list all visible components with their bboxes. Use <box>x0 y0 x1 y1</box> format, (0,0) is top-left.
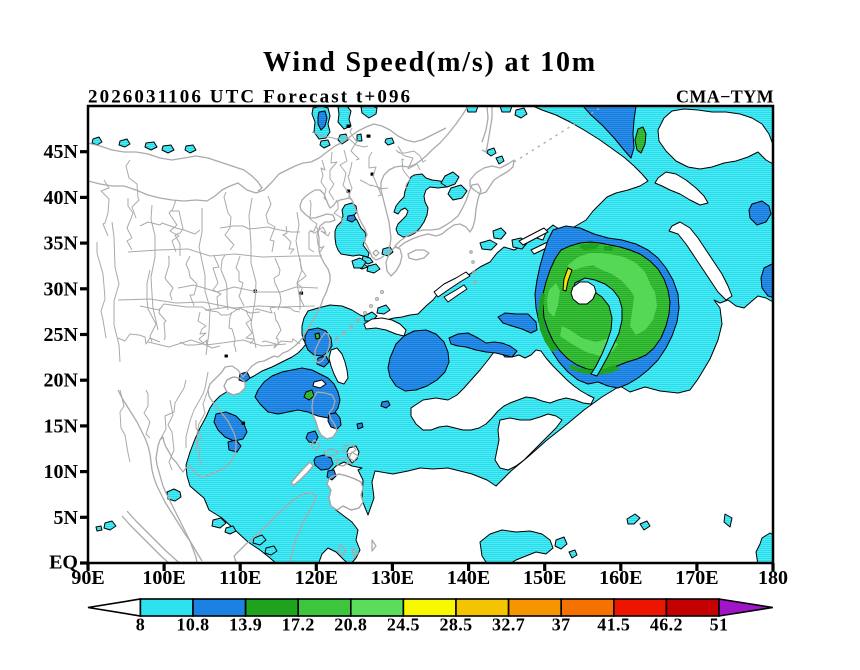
svg-text:24.5: 24.5 <box>387 615 420 635</box>
svg-text:130E: 130E <box>371 567 414 589</box>
svg-text:170E: 170E <box>675 567 718 589</box>
svg-text:35N: 35N <box>44 233 79 255</box>
svg-text:37: 37 <box>552 615 571 635</box>
svg-text:5N: 5N <box>54 507 79 529</box>
svg-text:20N: 20N <box>44 370 79 392</box>
svg-text:100E: 100E <box>142 567 185 589</box>
svg-text:8: 8 <box>136 615 145 635</box>
svg-text:46.2: 46.2 <box>650 615 683 635</box>
svg-text:45N: 45N <box>44 141 79 163</box>
svg-text:32.7: 32.7 <box>492 615 525 635</box>
svg-text:Wind Speed(m/s) at 10m: Wind Speed(m/s) at 10m <box>263 47 597 78</box>
svg-text:40N: 40N <box>44 187 79 209</box>
svg-text:140E: 140E <box>447 567 490 589</box>
svg-text:17.2: 17.2 <box>282 615 315 635</box>
svg-text:150E: 150E <box>523 567 566 589</box>
svg-text:120E: 120E <box>295 567 338 589</box>
svg-text:180: 180 <box>758 567 788 589</box>
svg-text:13.9: 13.9 <box>229 615 262 635</box>
svg-text:90E: 90E <box>71 567 104 589</box>
svg-text:10.8: 10.8 <box>176 615 209 635</box>
svg-text:25N: 25N <box>44 324 79 346</box>
svg-text:EQ: EQ <box>49 552 78 574</box>
svg-text:CMA−TYM: CMA−TYM <box>676 87 774 107</box>
svg-text:15N: 15N <box>44 415 79 437</box>
svg-text:51: 51 <box>710 615 729 635</box>
svg-text:110E: 110E <box>219 567 261 589</box>
svg-text:41.5: 41.5 <box>597 615 630 635</box>
svg-text:2026031106 UTC Forecast t+096: 2026031106 UTC Forecast t+096 <box>88 87 412 108</box>
svg-text:20.8: 20.8 <box>334 615 367 635</box>
svg-text:30N: 30N <box>44 278 79 300</box>
svg-text:28.5: 28.5 <box>439 615 472 635</box>
svg-text:160E: 160E <box>599 567 642 589</box>
svg-text:10N: 10N <box>44 461 79 483</box>
